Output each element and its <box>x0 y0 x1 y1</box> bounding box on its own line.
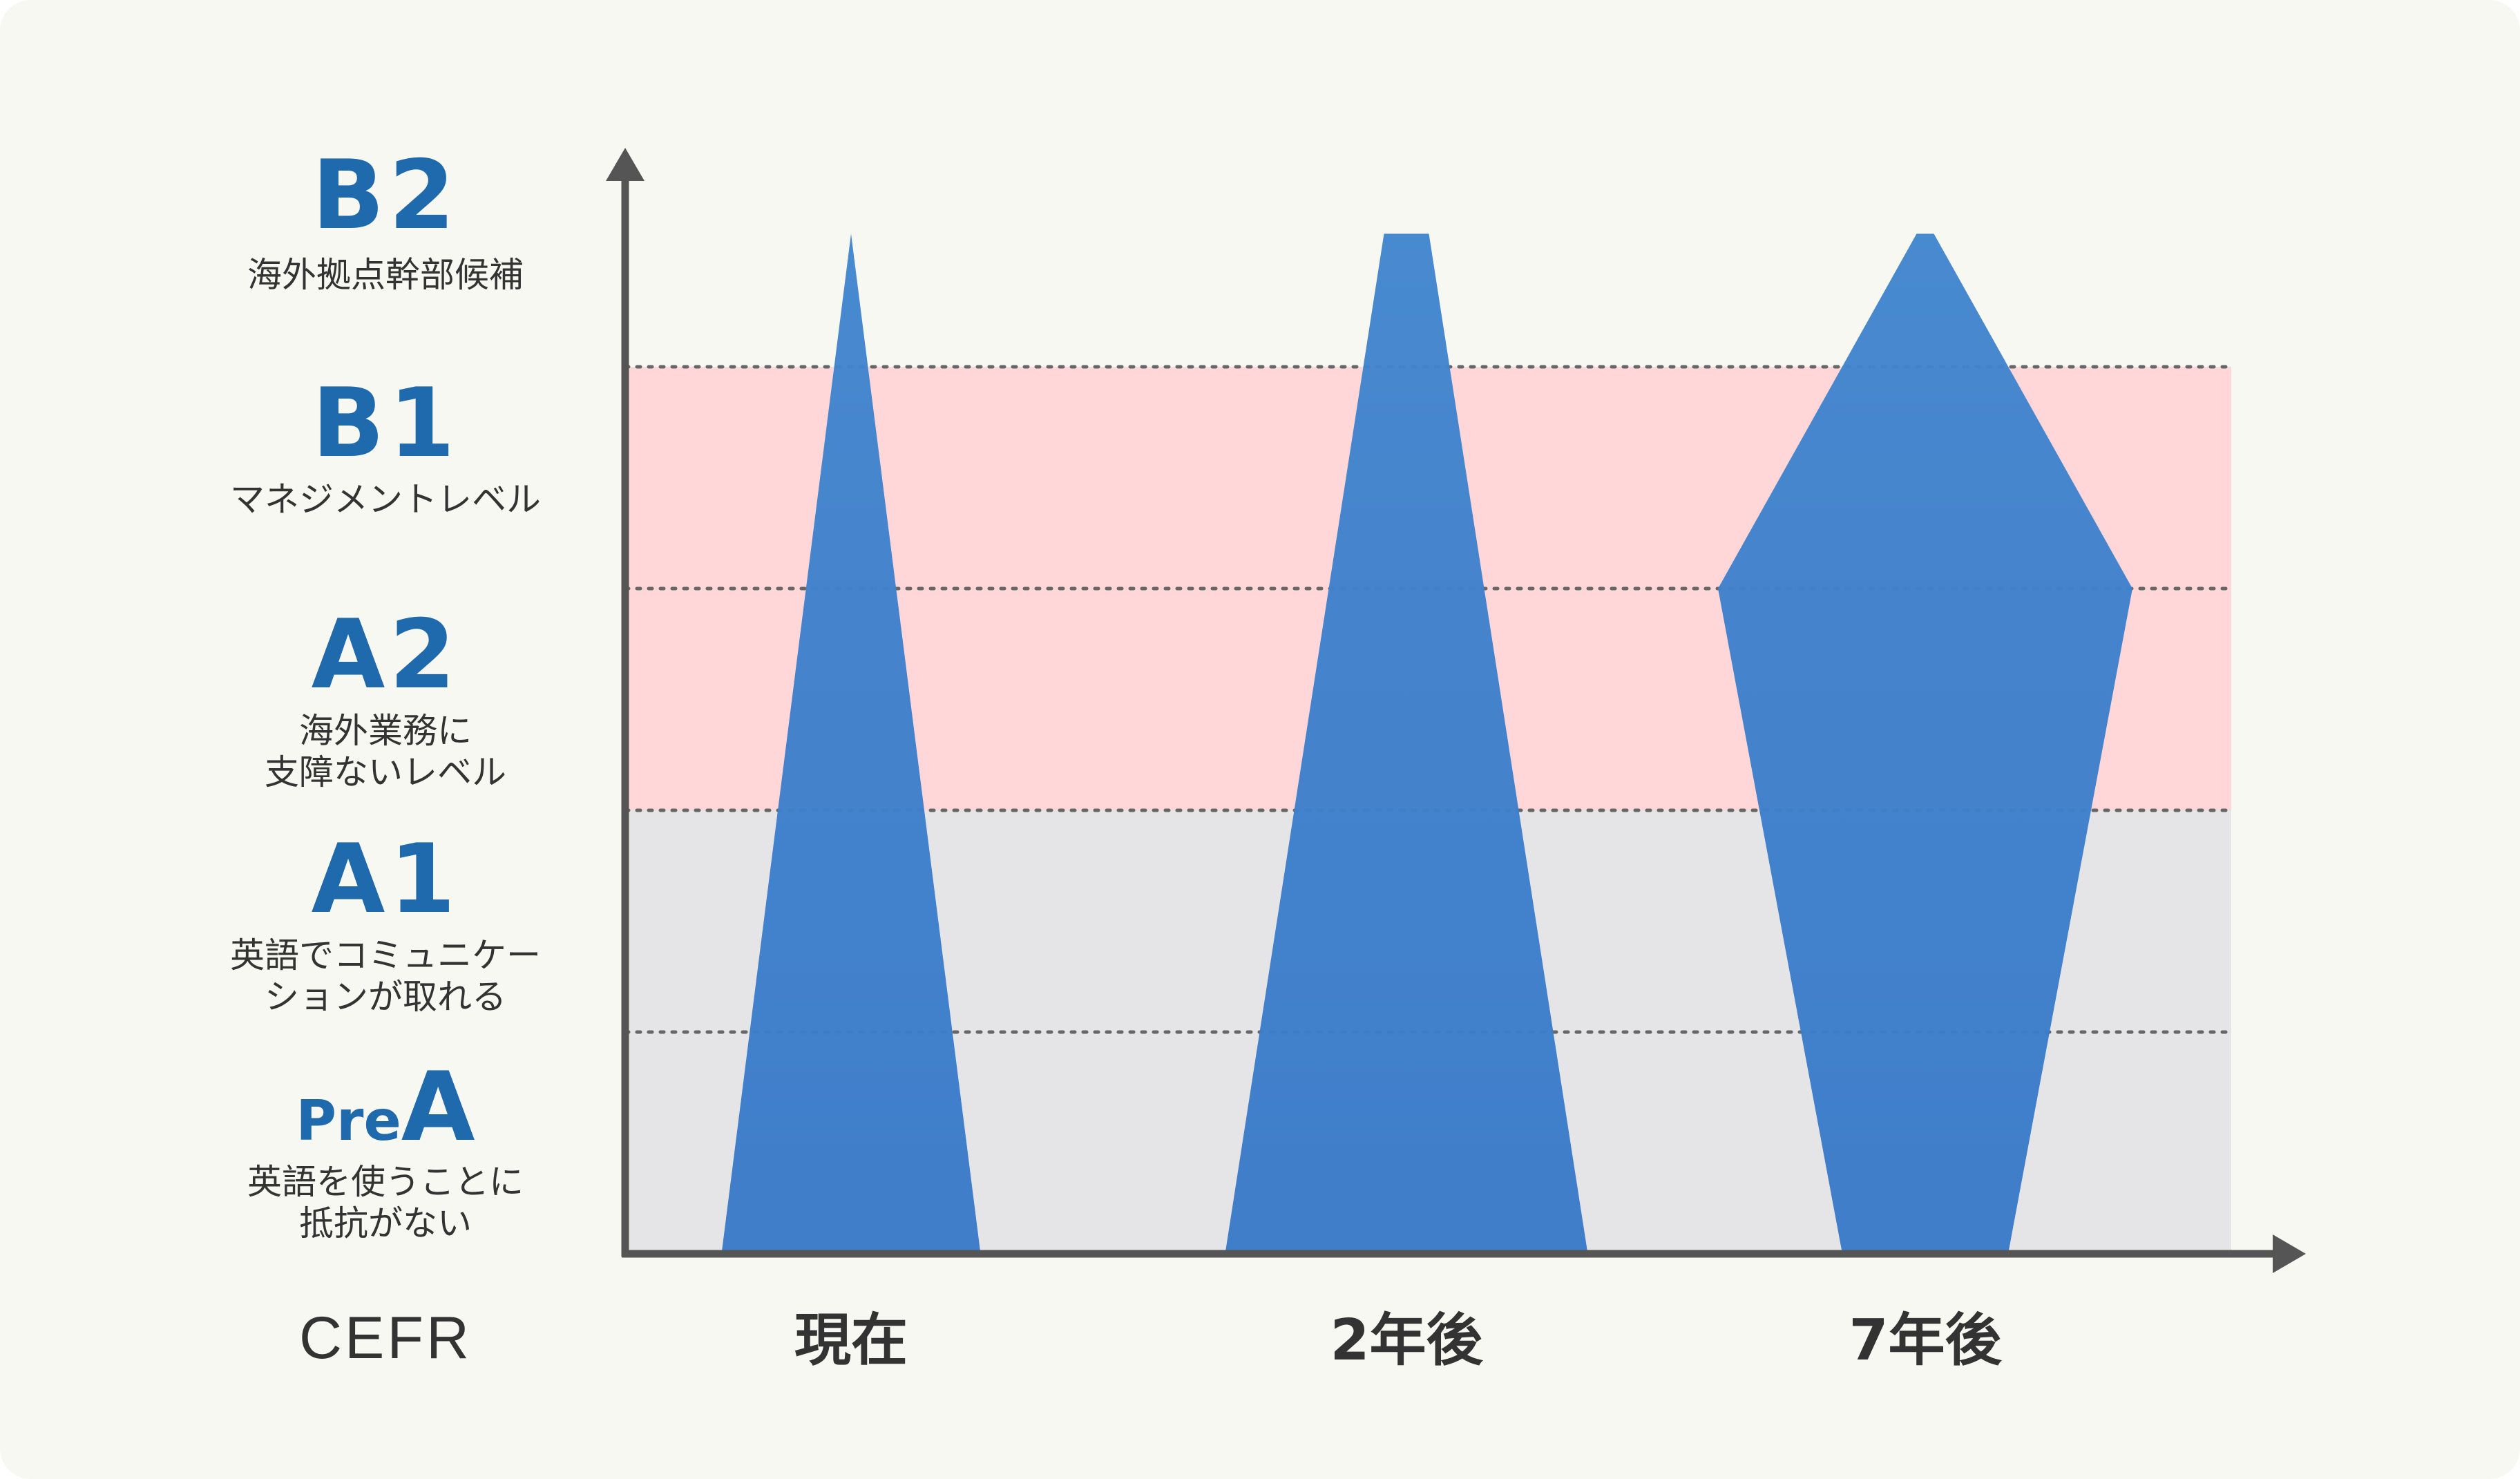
shape-0 <box>721 233 981 1254</box>
shapes <box>721 233 2132 1254</box>
level-description: 抵抗がない <box>299 1203 472 1243</box>
level-description: 海外業務に <box>299 711 472 751</box>
level-description: マネジメントレベル <box>230 479 541 519</box>
axes <box>606 148 2306 1273</box>
level-code: A2 <box>312 599 460 710</box>
level-code: B2 <box>312 140 459 251</box>
y-axis-arrow-icon <box>606 148 645 181</box>
level-description: 英語を使うことに <box>247 1162 524 1202</box>
x-axis-title: CEFR <box>299 1305 472 1371</box>
shape-1 <box>1225 233 1588 1254</box>
category-labels: 現在 2年後 7年後 <box>794 1308 2003 1373</box>
level-description: ションが取れる <box>265 977 506 1017</box>
level-code: B1 <box>312 368 459 479</box>
category-label-2: 7年後 <box>1849 1308 2002 1373</box>
level-description: 英語でコミュニケー <box>230 935 541 975</box>
x-axis-arrow-icon <box>2273 1234 2306 1273</box>
level-code: A1 <box>312 823 460 935</box>
category-label-1: 2年後 <box>1330 1308 1483 1373</box>
level-description: 支障ないレベル <box>265 752 506 792</box>
level-code: PreA <box>296 1051 475 1163</box>
shape-2 <box>1718 233 2132 1254</box>
level-description: 海外拠点幹部候補 <box>247 255 524 295</box>
category-label-0: 現在 <box>794 1308 908 1373</box>
